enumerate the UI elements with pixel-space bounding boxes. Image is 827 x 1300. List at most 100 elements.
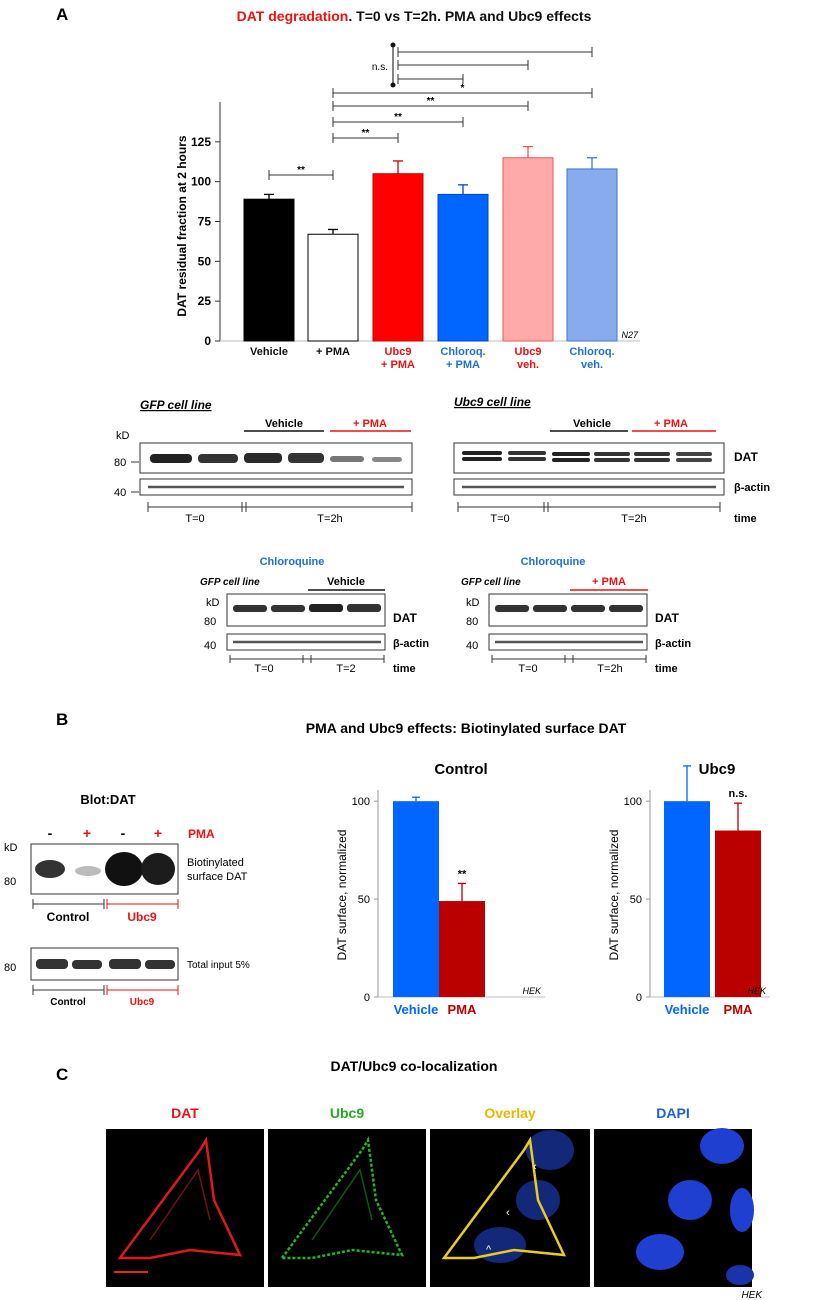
chloroquine-title: Chloroquine	[521, 556, 586, 568]
category-label: Chloroq.	[569, 346, 614, 358]
significance-label: **	[362, 128, 370, 139]
t2h-label: T=2h	[597, 663, 622, 675]
bar	[307, 233, 359, 342]
panel-c-footnote: HEK	[741, 1290, 763, 1300]
t0-label: T=0	[185, 513, 204, 525]
vehicle-label: Vehicle	[573, 418, 611, 430]
surface-chart-ubc9: Ubc9 DAT surface, normalized 0 50 100 Vehicle…	[607, 761, 770, 1017]
time-label: time	[734, 513, 757, 525]
bar	[243, 198, 295, 342]
y-tick-label: 0	[204, 334, 211, 348]
kd-80: 80	[114, 457, 126, 469]
kd-80: 80	[4, 962, 16, 974]
y-axis-label: DAT surface, normalized	[607, 830, 621, 961]
category-label: + PMA	[316, 346, 350, 358]
biotinylated-label-line2: surface DAT	[187, 871, 248, 883]
t2-label: T=2	[336, 663, 355, 675]
y-tick-label: 25	[198, 294, 212, 308]
category-label: + PMA	[446, 359, 480, 371]
ns-dot	[390, 42, 396, 48]
dat-bands	[150, 453, 402, 463]
bar	[372, 173, 424, 342]
y-tick-label: 100	[191, 175, 211, 189]
pma-label: + PMA	[592, 576, 626, 588]
y-tick-label: 75	[198, 215, 212, 229]
y-tick-label: 0	[364, 992, 370, 1004]
total-input-label: Total input 5%	[187, 960, 250, 971]
blot-ubc9-cell-line: Ubc9 cell line Vehicle + PMA DAT β-actin…	[453, 395, 770, 525]
t0-label: T=0	[254, 663, 273, 675]
micrograph-row: ‹ ‹ ^ DAT Ubc9 Overlay DAPI	[106, 1105, 754, 1287]
dat-bands	[462, 451, 712, 462]
blot-chloroquine-pma: Chloroquine GFP cell line + PMA kD 80 40…	[461, 556, 691, 675]
t2h-label: T=2h	[621, 513, 646, 525]
blot-title: Blot:DAT	[80, 792, 135, 807]
bar	[664, 801, 710, 997]
kd-80: 80	[4, 876, 16, 888]
panel-a-title: DAT degradation. T=0 vs T=2h. PMA and Ub…	[237, 8, 592, 24]
ubc9-label: Ubc9	[127, 910, 157, 924]
t2h-label: T=2h	[317, 513, 342, 525]
ns-label: n.s.	[372, 62, 388, 73]
t0-label: T=0	[518, 663, 537, 675]
surface-blot: Blot:DAT - + - + PMA kD 80 Biotinylated …	[4, 792, 250, 1008]
significance-label: **	[458, 868, 467, 880]
y-tick-label: 100	[352, 796, 370, 808]
category-label: Vehicle	[394, 1002, 439, 1017]
vehicle-label: Vehicle	[265, 418, 303, 430]
category-label: Vehicle	[665, 1002, 710, 1017]
kd-label: kD	[206, 597, 220, 609]
chart-footnote: HEK	[522, 986, 542, 996]
category-label: veh.	[581, 359, 603, 371]
pma-label: + PMA	[654, 418, 688, 430]
minus-sign: -	[48, 825, 53, 841]
kd-40: 40	[466, 640, 478, 652]
bar	[715, 830, 761, 997]
significance-label: **	[394, 112, 402, 123]
control-label: Control	[50, 997, 86, 1008]
significance-label: **	[297, 165, 305, 176]
chart-footnote: HEK	[747, 986, 767, 996]
kd-label: kD	[4, 842, 18, 854]
arrowhead-marker: ‹	[506, 1207, 510, 1219]
biotinylated-label-line1: Biotinylated	[187, 857, 244, 869]
significance-label: n.s.	[729, 788, 748, 800]
significance-label: *	[461, 83, 465, 94]
category-label: + PMA	[381, 359, 415, 371]
pma-label: + PMA	[353, 418, 387, 430]
panel-b-label: B	[56, 710, 68, 729]
ns-dot	[390, 82, 396, 88]
overlay-cell-outline	[441, 1136, 567, 1260]
plus-sign: +	[154, 825, 162, 841]
ubc9-label: Ubc9	[130, 997, 155, 1008]
significance-label: **	[427, 96, 435, 107]
kd-40: 40	[204, 640, 216, 652]
y-tick-label: 125	[191, 135, 211, 149]
category-label: Vehicle	[250, 346, 288, 358]
dat-cell-outline	[117, 1136, 243, 1260]
kd-40: 40	[114, 487, 126, 499]
chloroquine-title: Chloroquine	[260, 556, 325, 568]
pma-label: PMA	[188, 827, 215, 841]
gfp-cell-line-label: GFP cell line	[200, 577, 260, 588]
time-label: time	[393, 663, 416, 675]
ubc9-cell-outline	[279, 1136, 405, 1260]
y-tick-label: 0	[636, 992, 642, 1004]
arrowhead-marker: ‹	[533, 1161, 537, 1173]
micrograph-label: Ubc9	[330, 1105, 364, 1121]
micrograph-dat	[106, 1129, 264, 1287]
arrowhead-marker: ^	[486, 1244, 492, 1256]
category-label: PMA	[724, 1002, 754, 1017]
category-label: Ubc9	[385, 346, 412, 358]
dat-label: DAT	[734, 450, 758, 464]
bar	[502, 157, 554, 342]
degradation-bar-chart: DAT residual fraction at 2 hours N27 0 25…	[175, 42, 640, 371]
t0-label: T=0	[490, 513, 509, 525]
chart-title: Ubc9	[699, 761, 736, 778]
kd-80: 80	[204, 616, 216, 628]
kd-label: kD	[116, 430, 130, 442]
chart-footnote: N27	[621, 330, 639, 340]
micrograph-label: Overlay	[484, 1105, 536, 1121]
micrograph-label: DAPI	[656, 1105, 689, 1121]
